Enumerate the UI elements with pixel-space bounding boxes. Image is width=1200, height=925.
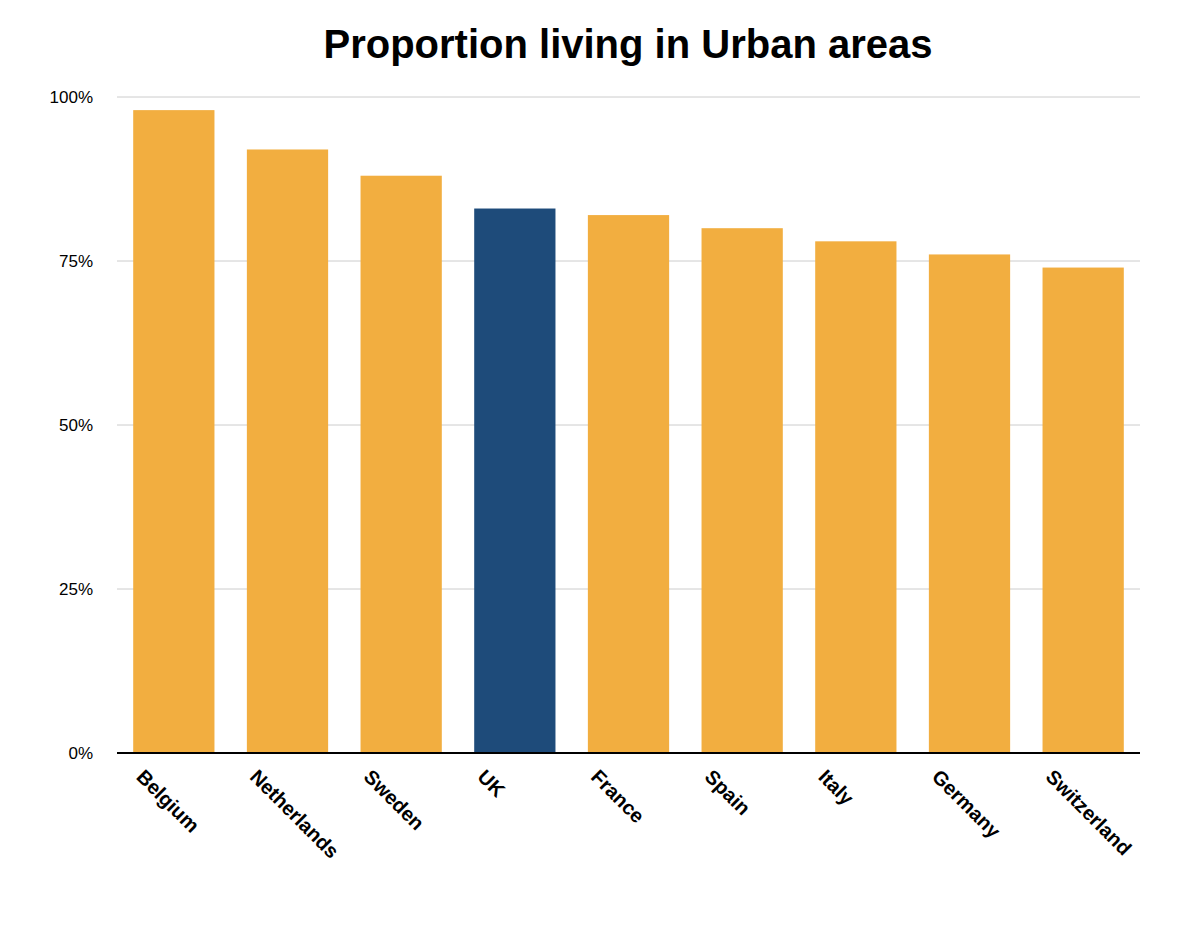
y-tick-label: 50%	[59, 416, 93, 435]
x-tick-label: Germany	[928, 765, 1005, 842]
bar	[815, 241, 896, 753]
x-tick-label: UK	[473, 765, 509, 801]
x-axis-line	[117, 752, 1140, 754]
bar	[133, 110, 214, 753]
bar	[702, 228, 783, 753]
bar	[1043, 268, 1124, 753]
x-tick-label: Netherlands	[246, 765, 343, 862]
bar	[474, 209, 555, 753]
bars	[133, 110, 1124, 753]
y-tick-label: 25%	[59, 580, 93, 599]
x-tick-label: Italy	[814, 765, 858, 809]
x-tick-label: Sweden	[360, 765, 429, 834]
chart-container: Proportion living in Urban areas 0% 25% 50%…	[0, 0, 1200, 925]
title: Proportion living in Urban areas	[324, 22, 933, 66]
bar	[929, 254, 1010, 753]
bar	[247, 149, 328, 753]
x-tick-label: Belgium	[132, 765, 203, 836]
y-tick-label: 0%	[68, 744, 93, 763]
x-tick-label: France	[587, 765, 649, 827]
grid-line	[117, 97, 1140, 98]
bar	[588, 215, 669, 753]
y-tick-label: 75%	[59, 252, 93, 271]
chart-svg: Proportion living in Urban areas 0% 25% 50%…	[0, 0, 1200, 925]
x-tick-label: Switzerland	[1042, 765, 1136, 859]
bar	[361, 176, 442, 753]
y-tick-label: 100%	[50, 88, 93, 107]
x-tick-label: Spain	[701, 765, 755, 819]
